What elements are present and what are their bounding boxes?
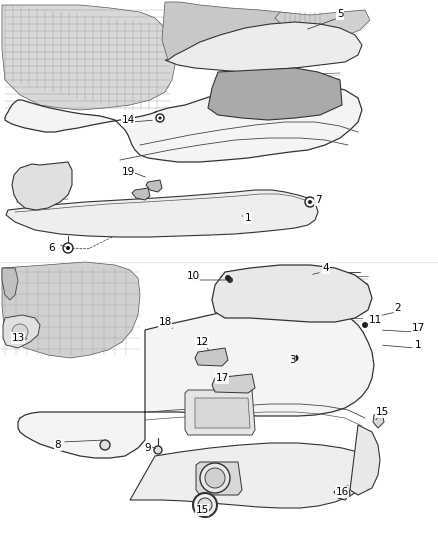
- Polygon shape: [195, 348, 228, 366]
- Polygon shape: [6, 190, 318, 237]
- Text: 14: 14: [121, 115, 134, 125]
- Text: 4: 4: [323, 263, 329, 273]
- Circle shape: [156, 114, 164, 122]
- Polygon shape: [2, 262, 140, 358]
- Circle shape: [362, 322, 368, 328]
- Polygon shape: [130, 443, 372, 508]
- Text: 7: 7: [314, 195, 321, 205]
- Polygon shape: [350, 425, 380, 495]
- Text: 15: 15: [375, 407, 389, 417]
- Text: 6: 6: [49, 243, 55, 253]
- Polygon shape: [212, 265, 372, 322]
- Circle shape: [12, 324, 28, 340]
- Circle shape: [159, 117, 162, 119]
- Text: 13: 13: [11, 333, 25, 343]
- Circle shape: [308, 200, 312, 204]
- Polygon shape: [12, 162, 72, 210]
- Text: 15: 15: [195, 505, 208, 515]
- Polygon shape: [195, 398, 250, 428]
- Text: 2: 2: [395, 303, 401, 313]
- Circle shape: [305, 197, 315, 207]
- Polygon shape: [5, 82, 362, 162]
- Circle shape: [198, 498, 212, 512]
- Text: 1: 1: [415, 340, 421, 350]
- Text: 19: 19: [121, 167, 134, 177]
- Text: 3: 3: [289, 355, 295, 365]
- Polygon shape: [132, 188, 150, 200]
- Polygon shape: [162, 2, 310, 65]
- Text: 18: 18: [159, 317, 172, 327]
- Text: 12: 12: [195, 337, 208, 347]
- Polygon shape: [373, 412, 384, 428]
- Polygon shape: [208, 68, 342, 120]
- Text: 16: 16: [336, 487, 349, 497]
- Text: 17: 17: [411, 323, 424, 333]
- Text: 11: 11: [368, 315, 381, 325]
- Polygon shape: [334, 486, 350, 500]
- Circle shape: [66, 246, 70, 250]
- Polygon shape: [275, 10, 370, 38]
- Polygon shape: [2, 5, 175, 110]
- Circle shape: [154, 446, 162, 454]
- Text: 17: 17: [215, 373, 229, 383]
- Circle shape: [63, 243, 73, 253]
- Polygon shape: [146, 180, 162, 192]
- Polygon shape: [196, 462, 242, 495]
- Text: 1: 1: [245, 213, 251, 223]
- Circle shape: [225, 275, 231, 281]
- Polygon shape: [18, 304, 374, 458]
- Polygon shape: [185, 390, 255, 435]
- Polygon shape: [212, 374, 255, 393]
- Text: 9: 9: [145, 443, 151, 453]
- Polygon shape: [3, 315, 40, 348]
- Text: 5: 5: [337, 9, 343, 19]
- Text: 10: 10: [187, 271, 200, 281]
- Text: 8: 8: [55, 440, 61, 450]
- Circle shape: [200, 463, 230, 493]
- Polygon shape: [165, 22, 362, 72]
- Circle shape: [193, 493, 217, 517]
- Circle shape: [292, 354, 299, 361]
- Circle shape: [227, 277, 233, 283]
- Polygon shape: [2, 268, 18, 300]
- Circle shape: [100, 440, 110, 450]
- Circle shape: [205, 468, 225, 488]
